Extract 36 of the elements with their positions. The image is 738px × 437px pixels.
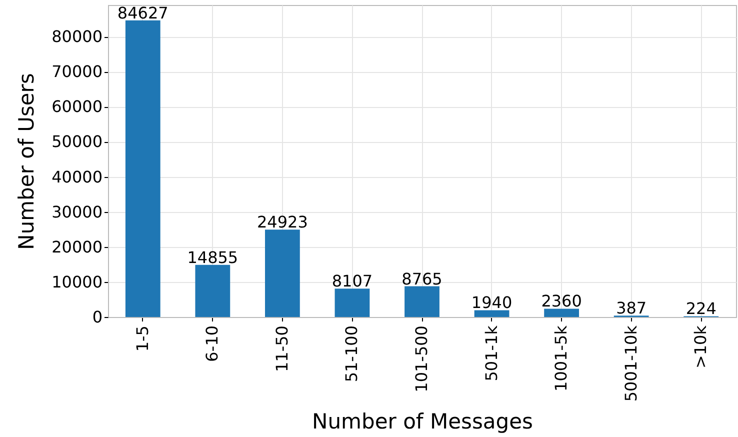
data-label: 84627 bbox=[117, 3, 168, 22]
data-label: 224 bbox=[686, 299, 716, 318]
y-tick-label: 60000 bbox=[52, 97, 102, 116]
x-tick-label: 11-50 bbox=[272, 326, 292, 372]
y-tick-label: 0 bbox=[92, 308, 102, 326]
bar bbox=[125, 20, 160, 317]
x-tick-label: 6-10 bbox=[202, 326, 222, 362]
y-tick-label: 50000 bbox=[52, 132, 102, 152]
x-tick-label: 501-1k bbox=[482, 324, 501, 382]
bar bbox=[195, 264, 230, 317]
y-tick-label: 10000 bbox=[52, 272, 102, 292]
data-label: 8765 bbox=[402, 269, 442, 288]
x-tick-label: 1001-5k bbox=[552, 324, 571, 392]
data-label: 14855 bbox=[187, 248, 238, 267]
data-label: 8107 bbox=[332, 272, 373, 291]
data-label: 1940 bbox=[471, 293, 512, 312]
x-tick-label: 1-5 bbox=[132, 326, 152, 352]
y-tick-label: 30000 bbox=[52, 202, 102, 222]
data-label: 387 bbox=[616, 298, 647, 318]
bar bbox=[404, 286, 440, 317]
x-tick-label: 5001-10k bbox=[621, 324, 640, 402]
y-tick-label: 20000 bbox=[52, 237, 102, 256]
y-tick-label: 40000 bbox=[52, 167, 102, 186]
y-tick-label: 80000 bbox=[52, 27, 102, 46]
data-label: 2360 bbox=[541, 292, 582, 311]
bar bbox=[334, 288, 370, 317]
bar bbox=[474, 310, 510, 317]
x-tick-label: >10k bbox=[691, 324, 710, 369]
bar bbox=[265, 230, 300, 317]
y-axis-title: Number of Users bbox=[14, 73, 39, 250]
x-axis-title: Number of Messages bbox=[312, 410, 533, 434]
x-tick-label: 101-500 bbox=[412, 326, 431, 392]
bar bbox=[544, 308, 579, 317]
data-label: 24923 bbox=[256, 212, 308, 232]
x-tick-label: 51-100 bbox=[342, 326, 362, 382]
y-tick-label: 70000 bbox=[52, 62, 102, 82]
